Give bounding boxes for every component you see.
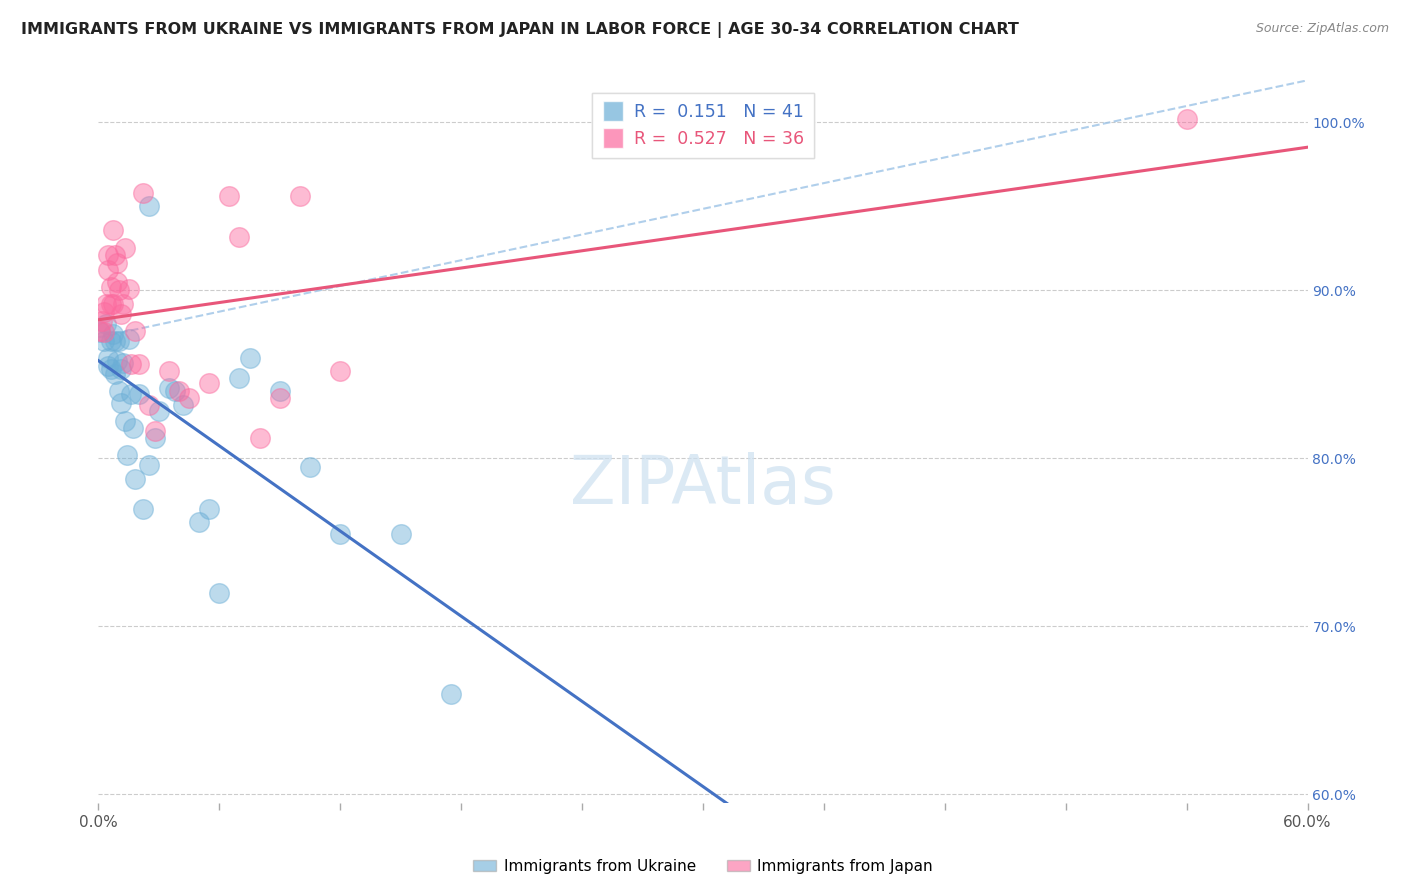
Point <box>157 381 180 395</box>
Point <box>103 248 125 262</box>
Point <box>96 317 118 331</box>
Point <box>198 376 221 390</box>
Point <box>120 387 142 401</box>
Point <box>110 307 132 321</box>
Point <box>172 398 194 412</box>
Point <box>100 280 122 294</box>
Point <box>100 362 122 376</box>
Point <box>97 359 120 373</box>
Point <box>167 384 190 398</box>
Point <box>101 297 124 311</box>
Point <box>329 364 352 378</box>
Point <box>198 501 221 516</box>
Text: ZIPAtlas: ZIPAtlas <box>569 452 837 518</box>
Point <box>101 326 124 341</box>
Point <box>118 332 141 346</box>
Point <box>329 527 352 541</box>
Point <box>163 384 186 398</box>
Point <box>107 384 129 398</box>
Point <box>103 368 125 382</box>
Point <box>120 357 142 371</box>
Point <box>107 334 129 348</box>
Point <box>128 387 150 401</box>
Point <box>138 458 160 472</box>
Point <box>121 421 143 435</box>
Point <box>118 282 141 296</box>
Point <box>148 404 170 418</box>
Point <box>440 687 463 701</box>
Point <box>299 459 322 474</box>
Point <box>114 241 136 255</box>
Point <box>288 189 311 203</box>
Point <box>269 384 291 398</box>
Point <box>105 354 128 368</box>
Point <box>93 305 115 319</box>
Legend: R =  0.151   N = 41, R =  0.527   N = 36: R = 0.151 N = 41, R = 0.527 N = 36 <box>592 93 814 158</box>
Point <box>110 362 132 376</box>
Point <box>218 189 240 203</box>
Point <box>138 199 160 213</box>
Point <box>96 297 118 311</box>
Point <box>111 355 134 369</box>
Point <box>239 351 262 365</box>
Point <box>105 256 128 270</box>
Point <box>101 223 124 237</box>
Point <box>115 448 138 462</box>
Point <box>128 357 150 371</box>
Point <box>208 586 231 600</box>
Point <box>1175 112 1198 126</box>
Point <box>97 351 120 365</box>
Point <box>93 326 115 340</box>
Point <box>107 283 129 297</box>
Point <box>143 425 166 439</box>
Point <box>91 313 114 327</box>
Point <box>269 391 291 405</box>
Point <box>132 186 155 200</box>
Point <box>97 263 120 277</box>
Point <box>89 324 111 338</box>
Point <box>89 326 111 340</box>
Point <box>124 471 146 485</box>
Point <box>124 324 146 338</box>
Point <box>114 414 136 428</box>
Point <box>110 396 132 410</box>
Point <box>93 334 115 348</box>
Point <box>228 229 250 244</box>
Point <box>188 515 211 529</box>
Point <box>157 364 180 378</box>
Text: IMMIGRANTS FROM UKRAINE VS IMMIGRANTS FROM JAPAN IN LABOR FORCE | AGE 30-34 CORR: IMMIGRANTS FROM UKRAINE VS IMMIGRANTS FR… <box>21 22 1019 38</box>
Point <box>105 275 128 289</box>
Point <box>179 391 201 405</box>
Point <box>249 431 271 445</box>
Point <box>143 431 166 445</box>
Point <box>138 398 160 412</box>
Point <box>132 501 155 516</box>
Text: Source: ZipAtlas.com: Source: ZipAtlas.com <box>1256 22 1389 36</box>
Point <box>103 334 125 348</box>
Point <box>97 248 120 262</box>
Point <box>389 527 412 541</box>
Point <box>100 334 122 348</box>
Point <box>100 297 122 311</box>
Point <box>111 297 134 311</box>
Point <box>228 370 250 384</box>
Legend: Immigrants from Ukraine, Immigrants from Japan: Immigrants from Ukraine, Immigrants from… <box>467 853 939 880</box>
